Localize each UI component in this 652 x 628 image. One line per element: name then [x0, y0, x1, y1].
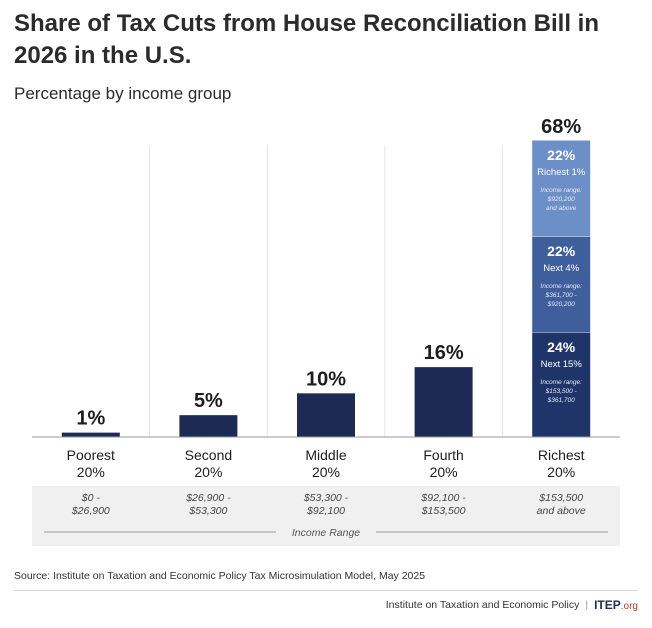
bar: [414, 367, 473, 437]
income-range-value: $53,300 -: [303, 492, 349, 504]
footer-divider: [14, 590, 638, 591]
bar-value-label: 1%: [76, 408, 105, 430]
segment-value-label: 24%: [547, 339, 576, 355]
chart-title: Share of Tax Cuts from House Reconciliat…: [14, 10, 599, 69]
income-range-value: and above: [537, 505, 586, 517]
income-range-value: $92,100: [306, 505, 345, 517]
category-label: 20%: [312, 464, 340, 480]
segment-income-range: $920,200: [547, 301, 575, 308]
footer-org: Institute on Taxation and Economic Polic…: [385, 599, 580, 611]
footer: Institute on Taxation and Economic Polic…: [386, 598, 638, 612]
segment-group-label: Next 4%: [543, 263, 579, 274]
income-range-value: $92,100 -: [420, 492, 466, 504]
bar-segment: [532, 140, 591, 237]
segment-income-range: and above: [546, 205, 577, 212]
source-note: Source: Institute on Taxation and Econom…: [14, 570, 426, 582]
category-label: 20%: [77, 464, 105, 480]
bar-segment: [532, 332, 591, 437]
segment-income-range: Income range:: [540, 187, 582, 194]
segment-group-label: Next 15%: [541, 359, 583, 370]
segment-group-label: Richest 1%: [537, 167, 586, 178]
bar: [61, 432, 120, 437]
income-range-value: $26,900 -: [185, 492, 231, 504]
segment-income-range: Income range:: [540, 379, 582, 386]
income-range-caption: Income Range: [292, 527, 360, 539]
income-range-value: $153,500: [421, 505, 466, 517]
category-label: Poorest: [67, 447, 115, 463]
segment-value-label: 22%: [547, 147, 576, 163]
bar-value-label: 5%: [194, 390, 223, 412]
category-label: 20%: [430, 464, 458, 480]
footer-separator: |: [585, 599, 589, 611]
category-label: 20%: [194, 464, 222, 480]
bar: [179, 415, 238, 437]
category-label: Richest: [538, 447, 585, 463]
category-label: Middle: [305, 447, 346, 463]
segment-income-range: $361,700: [547, 397, 575, 404]
segment-income-range: $920,200: [547, 196, 575, 203]
bar-value-label: 10%: [306, 368, 346, 390]
itep-logo[interactable]: ITEP.org: [594, 598, 638, 612]
segment-income-range: Income range:: [540, 283, 582, 290]
income-range-band: [32, 486, 620, 546]
bar-segment: [532, 236, 591, 333]
segment-income-range: $153,500 -: [545, 388, 578, 395]
income-range-value: $26,900: [71, 505, 110, 517]
segment-income-range: $361,700 -: [545, 292, 578, 299]
income-range-value: $0 -: [81, 492, 101, 504]
bar-value-label: 68%: [541, 116, 581, 138]
segment-value-label: 22%: [547, 243, 576, 259]
bar-value-label: 16%: [424, 342, 464, 364]
income-range-value: $153,500: [538, 492, 583, 504]
category-label: 20%: [547, 464, 575, 480]
bar: [297, 393, 355, 437]
chart-subtitle: Percentage by income group: [14, 84, 232, 103]
income-range-value: $53,300: [188, 505, 227, 517]
category-label: Second: [185, 447, 232, 463]
category-label: Fourth: [423, 447, 463, 463]
